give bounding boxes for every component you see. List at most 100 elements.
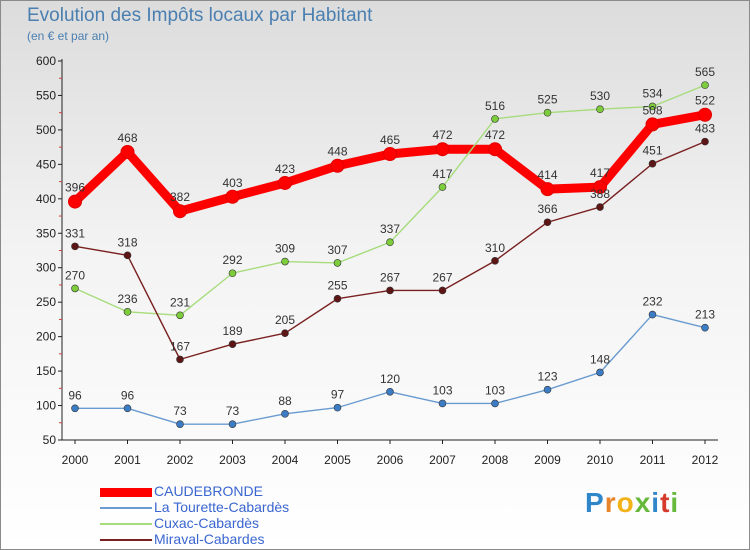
data-label: 88: [278, 394, 292, 408]
y-tick-label: 50: [43, 433, 57, 447]
data-point: [68, 194, 82, 209]
y-tick-label: 450: [36, 157, 56, 171]
data-label: 388: [590, 187, 610, 201]
logo-letter: P: [585, 487, 605, 518]
data-point: [701, 81, 709, 89]
data-point: [438, 286, 447, 295]
data-label: 396: [65, 181, 85, 195]
data-point: [71, 404, 79, 413]
x-tick-label: 2004: [272, 453, 299, 467]
data-label: 310: [485, 241, 505, 255]
proxiti-logo: Proxiti: [585, 487, 679, 519]
data-point: [330, 158, 345, 173]
data-label: 97: [331, 388, 345, 402]
logo-letter: o: [616, 487, 635, 518]
x-tick-label: 2001: [114, 453, 141, 467]
data-point: [228, 340, 237, 349]
data-label: 267: [380, 270, 400, 284]
data-point: [225, 189, 240, 204]
y-tick-label: 550: [36, 88, 56, 102]
data-point: [71, 284, 79, 293]
data-label: 231: [170, 295, 190, 309]
data-label: 205: [275, 313, 295, 327]
chart-subtitle: (en € et par an): [27, 29, 110, 43]
legend-label: Cuxac-Cabardès: [154, 515, 260, 531]
data-point: [701, 137, 709, 146]
logo-letter: x: [634, 487, 652, 518]
data-label: 307: [327, 243, 347, 257]
y-tick-label: 350: [36, 226, 56, 240]
y-tick-label: 150: [36, 364, 56, 378]
logo-letter: i: [670, 487, 680, 518]
data-label: 508: [642, 103, 662, 117]
y-tick-label: 500: [36, 123, 56, 137]
y-tick-label: 600: [36, 54, 56, 68]
data-point: [123, 404, 132, 413]
data-point: [281, 257, 289, 266]
data-label: 103: [485, 383, 505, 397]
data-point: [596, 203, 604, 211]
data-label: 417: [432, 167, 452, 181]
data-label: 96: [121, 388, 135, 402]
x-tick-label: 2010: [587, 453, 614, 467]
data-point: [593, 180, 607, 195]
data-label: 267: [432, 270, 452, 284]
data-point: [543, 385, 552, 394]
data-label: 382: [170, 190, 190, 204]
y-tick-label: 250: [36, 295, 56, 309]
y-tick-label: 400: [36, 192, 56, 206]
data-label: 236: [117, 292, 137, 306]
data-point: [645, 117, 660, 132]
data-point: [701, 323, 709, 332]
data-point: [491, 257, 499, 265]
data-point: [648, 159, 657, 168]
data-label: 522: [695, 94, 715, 108]
x-tick-label: 2006: [377, 453, 404, 467]
data-point: [123, 251, 132, 260]
data-point: [333, 294, 342, 303]
data-point: [228, 420, 237, 428]
data-label: 534: [642, 86, 662, 100]
data-label: 213: [695, 308, 715, 322]
x-tick-label: 2009: [534, 453, 561, 467]
data-label: 103: [432, 383, 452, 397]
data-label: 403: [222, 176, 242, 190]
data-point: [648, 102, 657, 111]
x-tick-label: 2011: [640, 453, 666, 467]
x-tick-label: 2002: [167, 453, 194, 467]
data-label: 472: [432, 128, 452, 142]
data-label: 331: [65, 226, 85, 240]
data-label: 465: [380, 133, 400, 147]
data-label: 530: [590, 89, 610, 103]
data-point: [438, 183, 447, 191]
logo-letter: t: [660, 487, 671, 518]
data-label: 366: [537, 202, 557, 216]
data-point: [491, 399, 499, 408]
logo-letter: r: [604, 487, 617, 518]
x-tick-label: 2005: [324, 453, 351, 467]
data-label: 123: [537, 370, 557, 384]
chart-title: Evolution des Impôts locaux par Habitant: [27, 5, 373, 26]
data-point: [488, 142, 502, 157]
data-label: 232: [642, 295, 662, 309]
data-label: 318: [117, 235, 137, 249]
data-label: 483: [695, 122, 715, 136]
data-label: 525: [537, 93, 557, 107]
data-point: [281, 410, 289, 418]
data-point: [333, 259, 342, 267]
data-label: 255: [327, 279, 347, 293]
data-label: 73: [226, 404, 240, 418]
data-point: [596, 105, 604, 114]
data-label: 565: [695, 65, 715, 79]
data-point: [176, 420, 184, 428]
data-point: [386, 238, 394, 247]
data-point: [648, 310, 657, 319]
legend-swatch: [100, 487, 152, 497]
data-label: 414: [537, 168, 557, 182]
data-point: [491, 115, 499, 123]
logo-letter: i: [651, 487, 661, 518]
y-tick-label: 100: [36, 399, 56, 413]
data-point: [698, 107, 712, 122]
